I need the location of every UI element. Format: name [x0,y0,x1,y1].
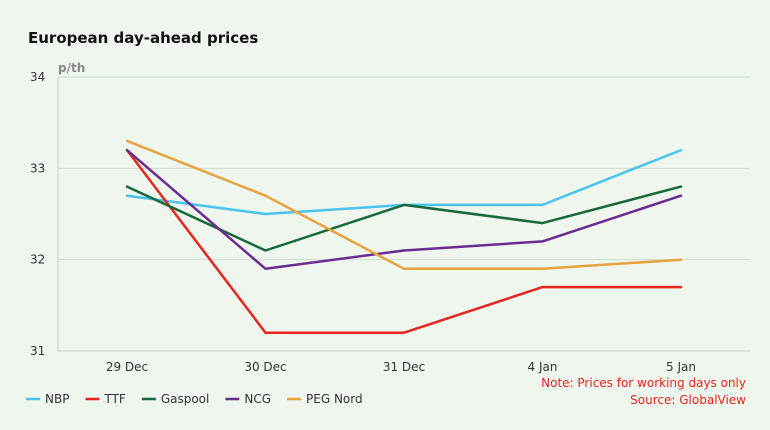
y-tick-label: 32 [30,253,45,267]
y-tick-label: 34 [30,70,45,84]
x-tick-label: 31 Dec [383,360,425,374]
notes: Note: Prices for working days only Sourc… [541,376,746,407]
x-tick-label: 5 Jan [666,360,696,374]
legend-label: PEG Nord [306,392,363,406]
legend-label: Gaspool [161,392,210,406]
x-tick-label: 30 Dec [244,360,286,374]
legend: NBP TTF Gaspool NCG PEG Nord [26,392,363,406]
source-text: Source: GlobalView [630,393,746,407]
legend-label: NCG [244,392,271,406]
series-line-peg-nord [125,139,683,271]
x-tick-label: 4 Jan [528,360,558,374]
y-unit-label: p/th [58,61,85,75]
series-line-gaspool [125,185,683,252]
y-tick-label: 33 [30,161,45,175]
series-line-ncg [125,148,683,271]
legend-label: NBP [45,392,69,406]
note-text: Note: Prices for working days only [541,376,746,390]
chart-title: European day-ahead prices [28,29,258,47]
series-lines [125,139,683,334]
x-tick-label: 29 Dec [106,360,148,374]
y-tick-label: 31 [30,344,45,358]
axes: 31 32 33 34 29 Dec 30 Dec 31 Dec 4 Jan 5 Jan [30,70,750,374]
grid [58,76,750,261]
legend-label: TTF [103,392,125,406]
series-line-ttf [125,148,683,334]
